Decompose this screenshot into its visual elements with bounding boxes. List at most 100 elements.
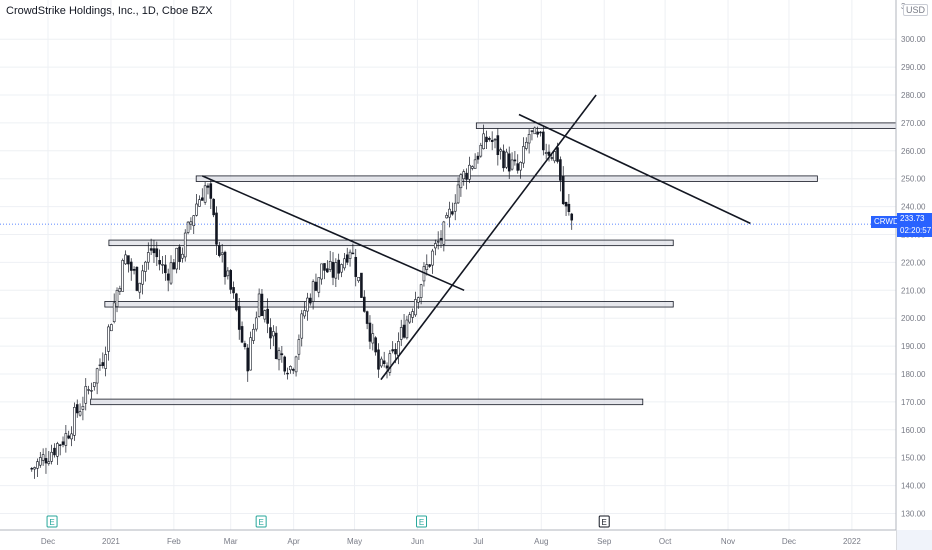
symbol-tag: CRWD [871,216,902,228]
candle-body [252,328,255,341]
candle-body [542,131,545,151]
y-tick-label: 180.00 [901,370,926,379]
zones [90,122,897,406]
candle-body [257,293,261,317]
candle-body [411,311,414,318]
y-tick-label: 140.00 [901,482,926,491]
candle-body [277,350,281,361]
candle-body [92,382,96,387]
candle-body [323,263,326,271]
candle-body [36,461,39,469]
candle-body [536,131,539,135]
candle-body [331,261,335,278]
candle-body [64,433,68,446]
candle-body [107,326,110,352]
candle-body [510,159,514,170]
candle-body [524,141,528,149]
zone-rect [108,239,674,247]
candle-body [303,310,306,317]
y-tick-label: 170.00 [901,398,926,407]
candle-body [297,339,301,355]
candle-body [138,282,142,293]
candle-body [246,347,250,372]
x-tick-label: 2022 [843,537,861,546]
x-tick-label: Dec [782,537,796,546]
candle-body [186,221,190,233]
candle-body [499,149,502,152]
candle-body [272,331,275,337]
candle-body [462,171,466,180]
candle-body [115,290,119,307]
candle-body [442,221,446,245]
y-tick-label: 280.00 [901,91,926,100]
candle-body [522,146,525,164]
candle-body [533,127,537,135]
candle-body [547,151,551,156]
candle-body [104,354,107,369]
candle-body [260,293,264,317]
candle-body [87,389,90,391]
candle-body [149,248,153,251]
y-tick-label: 270.00 [901,119,926,128]
candle-body [340,264,343,273]
candle-body [44,458,48,464]
candle-body [519,162,522,171]
candle-body [132,268,136,271]
candle-body [493,138,497,141]
candle-body [141,270,144,285]
candle-body [254,317,258,330]
candle-body [337,259,340,274]
candle-body [195,203,198,216]
candle-body [570,213,574,221]
candle-body [218,245,221,256]
y-tick-label: 260.00 [901,147,926,156]
y-tick-label: 160.00 [901,426,926,435]
candle-body [164,264,167,274]
currency-badge[interactable]: USD [903,4,929,16]
candle-body [172,262,176,270]
earnings-marker [598,515,610,528]
y-tick-label: 220.00 [901,258,926,267]
candle-body [485,136,488,143]
price-axis-bg [896,0,932,550]
candle-body [468,164,471,180]
candle-body [374,337,377,353]
candle-body [283,356,286,372]
candle-body [294,356,298,373]
candle-body [178,246,181,262]
candle-body [513,159,517,162]
candle-body [263,310,267,320]
scale-settings-button[interactable] [897,530,932,550]
candle-body [223,251,227,278]
candle-body [465,172,468,180]
candle-body [70,433,73,440]
candle-body [362,296,366,312]
candle-body [41,454,45,461]
trendline [380,94,597,381]
candle-body [530,130,534,132]
candle-body [488,137,491,140]
candle-body [129,261,133,271]
candle-body [567,203,571,212]
candle-body [380,358,383,367]
candle-body [135,266,139,291]
candle-body [453,202,457,212]
zone-rect [195,175,818,182]
x-tick-label: Dec [41,537,55,546]
candle-body [351,252,355,255]
y-tick-label: 200.00 [901,314,926,323]
time-axis-bg [0,530,896,550]
candle-body [33,467,36,470]
x-tick-label: Jul [473,537,483,546]
candle-body [314,281,318,291]
candle-body [110,324,113,332]
y-tick-label: 130.00 [901,510,926,519]
candle-body [516,163,520,171]
candle-body [473,159,477,169]
candle-body [237,306,241,330]
candle-body [348,251,352,259]
candle-body [152,248,156,254]
candle-body [235,293,238,311]
